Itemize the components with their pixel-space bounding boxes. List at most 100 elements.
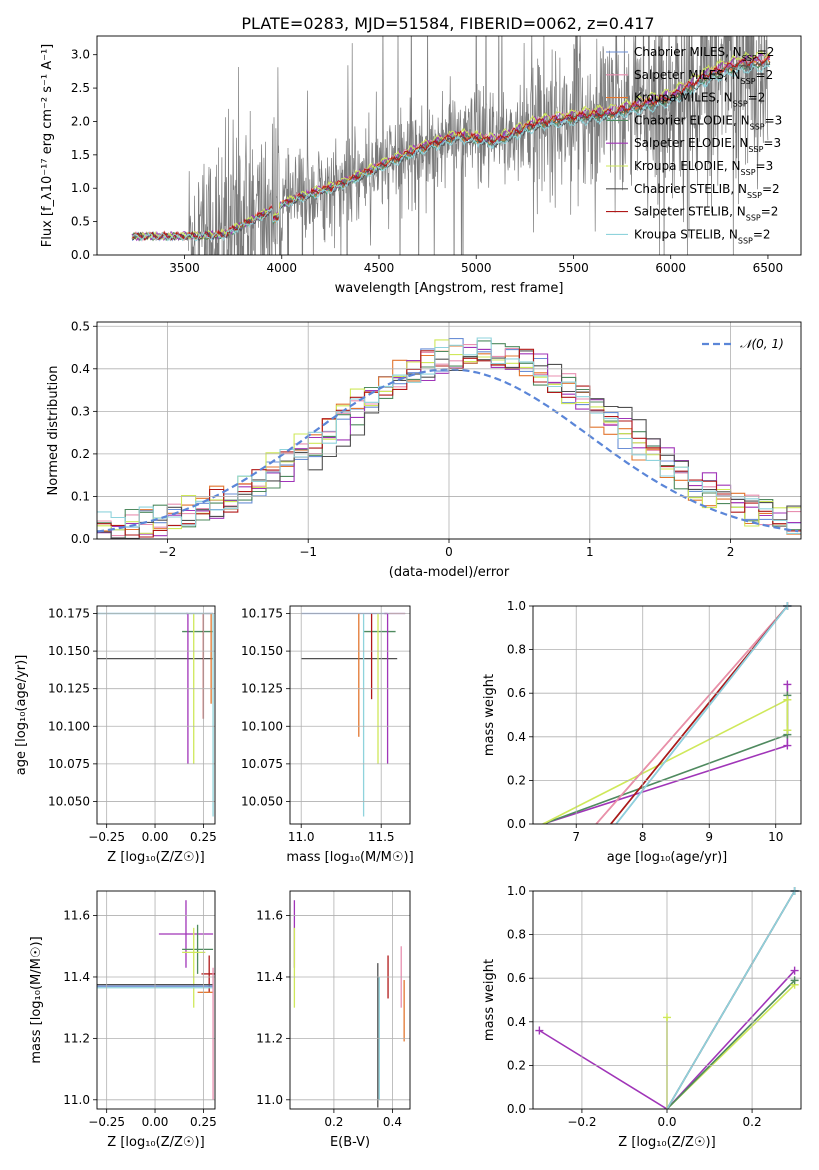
- y-axis-label: age [log₁₀(age/yr)]: [14, 655, 29, 776]
- weight-marker: [783, 680, 792, 689]
- y-tick-label: 0.4: [71, 362, 90, 376]
- plot-area: [131, 36, 771, 255]
- y-tick-label: 10.125: [241, 682, 283, 696]
- weight-marker: [535, 1026, 544, 1035]
- y-tick-label: 1.0: [507, 599, 526, 613]
- legend-label: Chabrier MILES, NSSP=2: [634, 45, 774, 63]
- weight-line: [595, 606, 789, 824]
- x-tick-label: −0.25: [88, 830, 125, 844]
- y-tick-label: 10.150: [48, 644, 90, 658]
- y-axis-label: mass [log₁₀(M/M☉)]: [29, 936, 44, 1063]
- y-axis-label: mass weight: [482, 674, 497, 756]
- axes-frame: [96, 321, 802, 540]
- y-tick-label: 0.6: [507, 971, 526, 985]
- x-tick-label: 2: [727, 545, 735, 559]
- y-axis-label: Normed distribution: [46, 366, 61, 496]
- y-tick-label: 0.3: [71, 404, 90, 418]
- x-tick-label: 4500: [364, 261, 395, 275]
- weight-marker: [790, 966, 799, 975]
- x-tick-label: −0.25: [88, 1115, 125, 1129]
- y-tick-label: 10.150: [241, 644, 283, 658]
- y-tick-label: 10.175: [48, 607, 90, 621]
- y-tick-label: 11.2: [256, 1031, 283, 1045]
- model-spectrum: [132, 57, 771, 242]
- x-tick-label: 0.4: [383, 1115, 402, 1129]
- x-tick-label: 3500: [169, 261, 200, 275]
- y-tick-label: 0.0: [507, 1102, 526, 1116]
- y-tick-label: 10.050: [241, 794, 283, 808]
- axes-frame: [289, 890, 411, 1110]
- x-tick-label: 1: [586, 545, 594, 559]
- y-tick-label: 11.2: [63, 1031, 90, 1045]
- x-tick-label: 0.00: [142, 830, 169, 844]
- legend-label: Salpeter STELIB, NSSP=2: [634, 205, 778, 223]
- weight-marker: [783, 695, 792, 704]
- panel-mass_vs_Z: −0.25 0.00 0.25 11.0 11.2 11.4 11.6 Z [log₁₀(Z/…: [29, 890, 217, 1150]
- panels: 3500 4000 4500 5000 5500 6000 6500 0.0 0.5 1.0 1.5…: [14, 35, 802, 1150]
- panel-weight_vs_Z: −0.2 0.0 0.2 0.0 0.2 0.4 0.6 0.8 1.0 Z [log₁₀(Z/Z…: [482, 884, 802, 1150]
- axes-frame: [289, 605, 411, 825]
- data-spectrum: [188, 36, 769, 255]
- y-tick-label: 10.075: [241, 757, 283, 771]
- figure-title: PLATE=0283, MJD=51584, FIBERID=0062, z=0…: [241, 14, 654, 33]
- y-tick-label: 10.175: [241, 607, 283, 621]
- x-tick-label: 0.2: [324, 1115, 343, 1129]
- y-tick-label: 11.4: [256, 970, 283, 984]
- y-tick-label: 0.4: [507, 730, 526, 744]
- x-axis-label: mass [log₁₀(M/M☉)]: [286, 850, 413, 865]
- y-tick-label: 2.0: [71, 114, 90, 128]
- model-spectrum: [131, 64, 771, 242]
- y-tick-label: 0.5: [71, 319, 90, 333]
- y-tick-label: 10.100: [241, 719, 283, 733]
- y-tick-label: 0.2: [507, 773, 526, 787]
- y-tick-label: 0.4: [507, 1015, 526, 1029]
- legend-label: Chabrier ELODIE, NSSP=3: [634, 113, 782, 130]
- x-axis-label: E(B-V): [330, 1135, 370, 1150]
- legend-label: Salpeter ELODIE, NSSP=3: [634, 136, 781, 154]
- model-spectrum: [131, 49, 771, 241]
- plot-area: [542, 606, 789, 824]
- x-tick-label: −1: [299, 545, 317, 559]
- y-tick-label: 11.4: [63, 970, 90, 984]
- x-axis-label: age [log₁₀(age/yr)]: [607, 850, 728, 865]
- y-tick-label: 0.0: [71, 532, 90, 546]
- x-tick-label: 0.25: [190, 830, 217, 844]
- y-tick-label: 0.6: [507, 686, 526, 700]
- gaussian-curve: [97, 368, 799, 533]
- y-tick-label: 0.8: [507, 928, 526, 942]
- x-axis-label: Z [log₁₀(Z/Z☉)]: [107, 850, 204, 865]
- legend-label: Kroupa MILES, NSSP=2: [634, 91, 765, 109]
- x-tick-label: 0.2: [743, 1115, 762, 1129]
- weight-line: [615, 606, 789, 824]
- x-tick-label: −0.2: [567, 1115, 596, 1129]
- axes-frame: [532, 605, 802, 825]
- weight-marker: [783, 726, 792, 735]
- x-tick-label: 5000: [461, 261, 492, 275]
- legend-label: Chabrier STELIB, NSSP=2: [634, 182, 780, 200]
- legend-label: Kroupa STELIB, NSSP=2: [634, 227, 771, 245]
- panel-age_vs_Z: −0.25 0.00 0.25 10.050 10.075 10.100 10.125 10.…: [14, 605, 217, 865]
- y-tick-label: 10.100: [48, 719, 90, 733]
- y-tick-label: 0.0: [71, 248, 90, 262]
- x-tick-label: 6000: [655, 261, 686, 275]
- x-tick-label: 11.0: [288, 830, 315, 844]
- legend-label: Kroupa ELODIE, NSSP=3: [634, 159, 773, 177]
- y-axis-label: Flux [f_λ10⁻¹⁷ erg cm⁻² s⁻¹ A⁻¹]: [40, 44, 55, 248]
- x-tick-label: 0: [445, 545, 453, 559]
- x-tick-label: 5500: [558, 261, 589, 275]
- panel-weight_vs_age: 7 8 9 10 0.0 0.2 0.4 0.6 0.8 1.0 age [log₁₀(age/yr…: [482, 599, 802, 865]
- weight-marker: [790, 976, 799, 985]
- x-tick-label: 0.0: [657, 1115, 676, 1129]
- y-tick-label: 1.0: [507, 884, 526, 898]
- panel-mass_vs_ebv: 0.2 0.4 11.0 11.2 11.4 11.6 E(B-V): [256, 890, 411, 1150]
- x-axis-label: Z [log₁₀(Z/Z☉)]: [107, 1135, 204, 1150]
- x-tick-label: 8: [639, 830, 647, 844]
- x-tick-label: 11.5: [368, 830, 395, 844]
- y-tick-label: 0.0: [507, 817, 526, 831]
- axes-frame: [96, 35, 802, 256]
- x-tick-label: 4000: [266, 261, 297, 275]
- panel-age_vs_mass: 11.0 11.5 10.050 10.075 10.100 10.125 10.150 10…: [241, 605, 414, 865]
- y-tick-label: 0.2: [71, 447, 90, 461]
